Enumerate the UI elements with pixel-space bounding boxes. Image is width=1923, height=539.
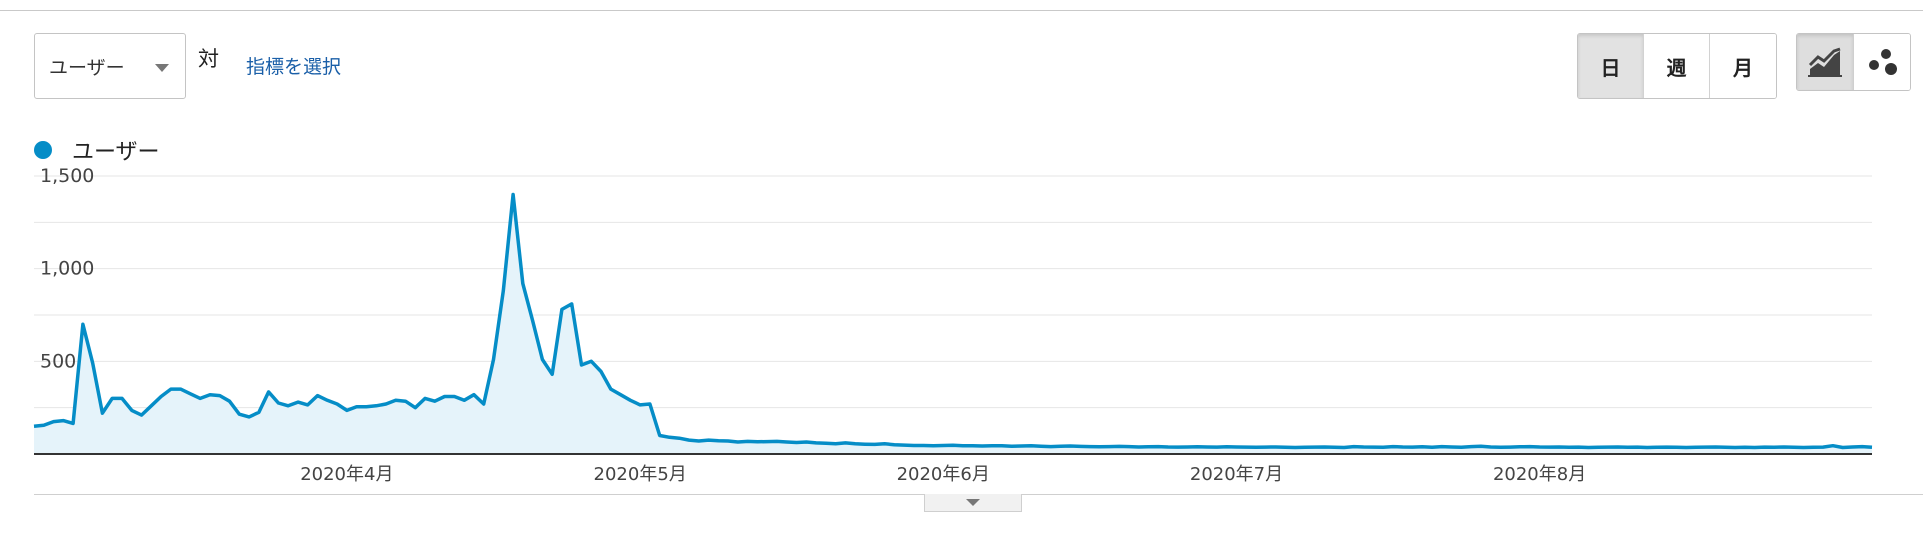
legend-series-dot <box>34 141 52 159</box>
versus-label: 対 <box>198 47 219 71</box>
motion-chart-icon <box>1869 49 1897 75</box>
series-line <box>33 192 1873 450</box>
chevron-down-icon <box>966 499 980 506</box>
users-area-chart: 500 1,000 1,500 2020年4月 2020年5月 2020年6月 2020年7… <box>33 165 1873 485</box>
y-tick-label: 500 <box>40 350 76 372</box>
chevron-down-icon <box>155 64 169 72</box>
y-tick-label: 1,500 <box>40 165 94 187</box>
line-chart-icon <box>1808 47 1842 77</box>
period-day-button[interactable]: 日 <box>1578 34 1644 98</box>
period-toggle: 日 週 月 <box>1577 33 1777 99</box>
select-metric-link[interactable]: 指標を選択 <box>246 56 342 78</box>
legend-series-label: ユーザー <box>72 140 160 165</box>
period-week-button[interactable]: 週 <box>1644 34 1710 98</box>
y-tick-label: 1,000 <box>40 258 94 280</box>
chart-legend: ユーザー <box>34 134 160 166</box>
x-tick-label: 2020年4月 <box>300 464 393 485</box>
collapse-chart-toggle[interactable] <box>924 494 1022 512</box>
period-month-button[interactable]: 月 <box>1710 34 1776 98</box>
chart-type-toggle <box>1796 33 1911 91</box>
line-chart-button[interactable] <box>1797 34 1854 90</box>
series-area <box>34 194 1872 454</box>
x-tick-label: 2020年8月 <box>1493 464 1586 485</box>
metric-select-label: ユーザー <box>49 56 125 79</box>
motion-chart-button[interactable] <box>1854 34 1910 90</box>
x-tick-label: 2020年6月 <box>897 464 990 485</box>
metric-select[interactable]: ユーザー <box>34 33 186 99</box>
top-divider <box>0 10 1923 11</box>
x-tick-label: 2020年5月 <box>594 464 687 485</box>
x-tick-label: 2020年7月 <box>1190 464 1283 485</box>
